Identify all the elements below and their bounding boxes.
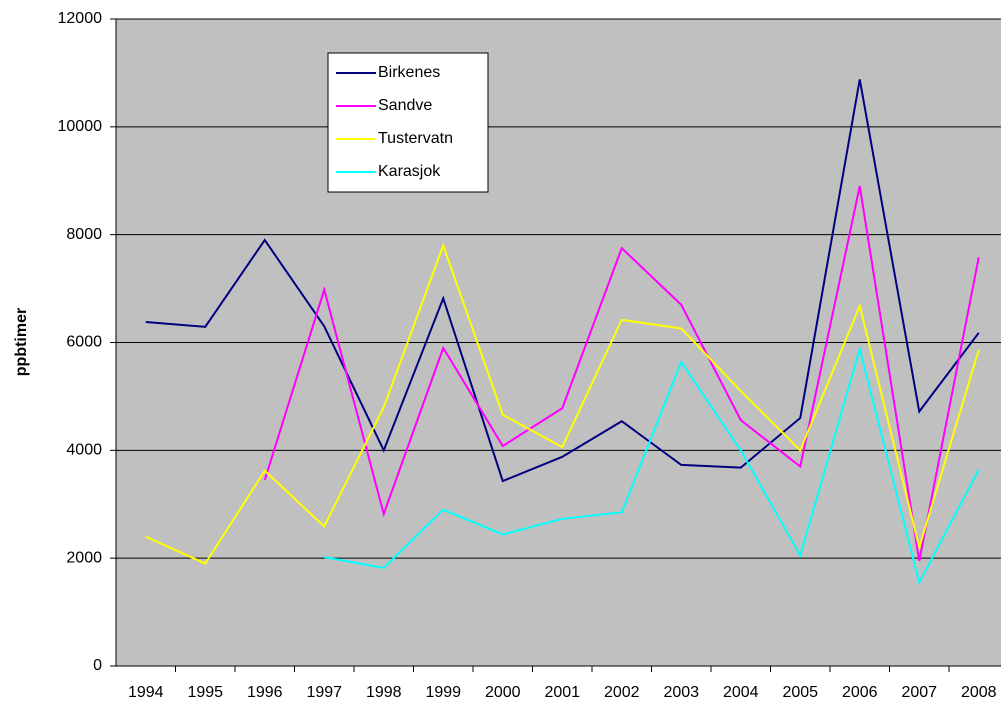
legend-label: Birkenes bbox=[378, 64, 440, 81]
y-tick-label: 6000 bbox=[66, 334, 102, 351]
y-tick-label: 10000 bbox=[58, 118, 103, 135]
x-tick-label: 1998 bbox=[366, 684, 402, 701]
x-tick-label: 1995 bbox=[187, 684, 223, 701]
legend-label: Karasjok bbox=[378, 163, 441, 180]
series-line bbox=[263, 185, 980, 562]
y-tick-label: 0 bbox=[93, 657, 102, 674]
x-tick-label: 1996 bbox=[247, 684, 283, 701]
x-tick-label: 1997 bbox=[306, 684, 342, 701]
series-line bbox=[145, 79, 980, 483]
x-tick-label: 2004 bbox=[723, 684, 759, 701]
x-tick-label: 2007 bbox=[901, 684, 937, 701]
x-tick-label: 2000 bbox=[485, 684, 521, 701]
x-tick-label: 2002 bbox=[604, 684, 640, 701]
x-tick-label: 2008 bbox=[961, 684, 997, 701]
series-line bbox=[145, 242, 980, 565]
y-tick-label: 4000 bbox=[66, 442, 102, 459]
y-axis-label: ppbtimer bbox=[13, 308, 30, 376]
legend-label: Tustervatn bbox=[378, 130, 453, 147]
y-tick-label: 2000 bbox=[66, 549, 102, 566]
x-tick-label: 2006 bbox=[842, 684, 878, 701]
legend-box bbox=[327, 52, 489, 193]
x-tick-label: 1994 bbox=[128, 684, 164, 701]
y-tick-label: 12000 bbox=[58, 10, 103, 27]
x-tick-label: 1999 bbox=[425, 684, 461, 701]
x-tick-label: 2005 bbox=[782, 684, 818, 701]
x-tick-label: 2003 bbox=[663, 684, 699, 701]
series-line bbox=[324, 345, 980, 586]
legend-label: Sandve bbox=[378, 97, 432, 114]
y-tick-label: 8000 bbox=[66, 226, 102, 243]
x-tick-label: 2001 bbox=[544, 684, 580, 701]
